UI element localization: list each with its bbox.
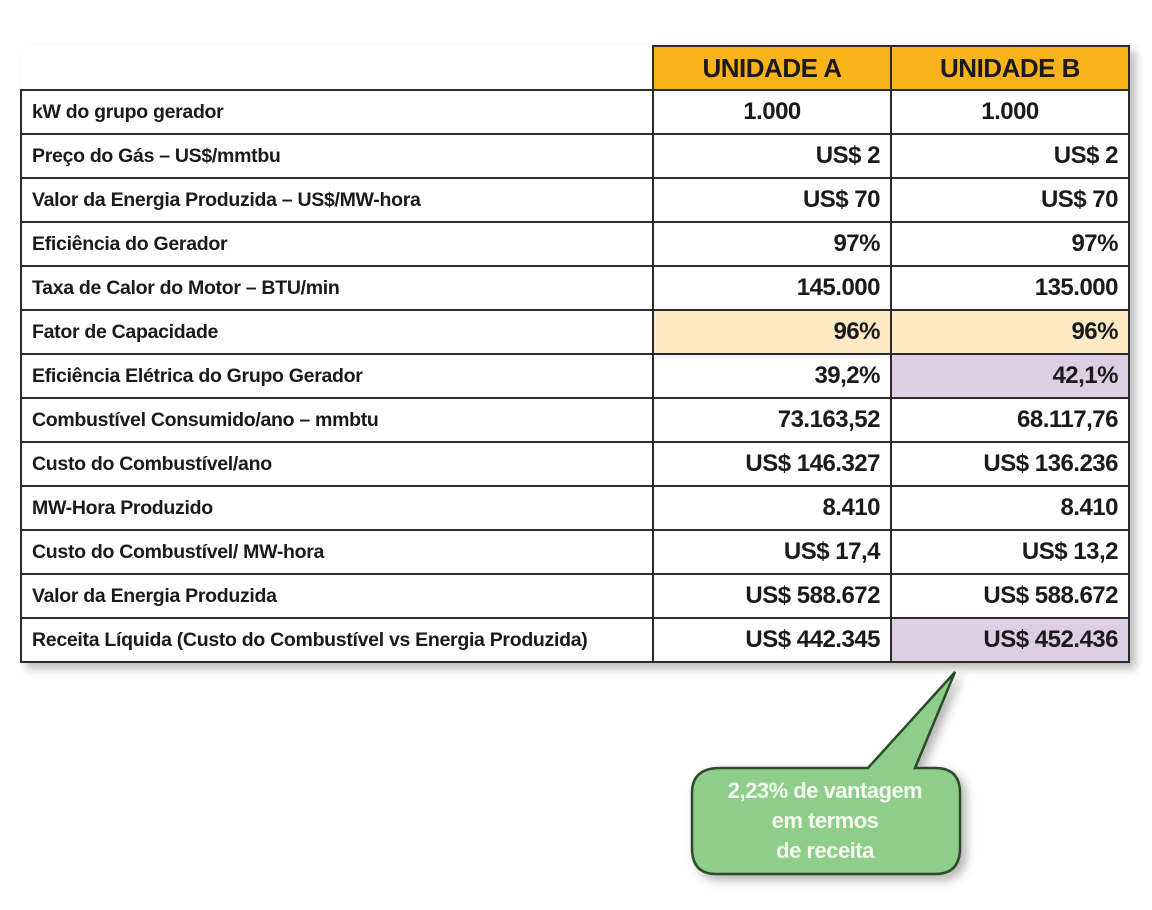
- row-label: Eficiência Elétrica do Grupo Gerador: [20, 353, 654, 399]
- header-blank: [21, 46, 653, 91]
- table-row: Custo do Combustível/ MW-hora US$ 17,4 US$…: [20, 529, 1130, 575]
- value-unidade-b: US$ 2: [890, 133, 1130, 179]
- value-unidade-b: 97%: [890, 221, 1130, 267]
- header-unidade-b: UNIDADE B: [890, 45, 1130, 91]
- comparison-table: UNIDADE A UNIDADE B kW do grupo gerador 1…: [20, 45, 1130, 663]
- row-label: Preço do Gás – US$/mmtbu: [20, 133, 654, 179]
- value-unidade-a: US$ 588.672: [652, 573, 892, 619]
- header-unidade-a: UNIDADE A: [652, 45, 892, 91]
- value-unidade-a: US$ 17,4: [652, 529, 892, 575]
- value-unidade-a: 8.410: [652, 485, 892, 531]
- table-row: Valor da Energia Produzida – US$/MW-hora…: [20, 177, 1130, 223]
- table-row: Receita Líquida (Custo do Combustível vs…: [20, 617, 1130, 663]
- value-unidade-a: US$ 2: [652, 133, 892, 179]
- callout-text: 2,23% de vantagem em termos de receita: [692, 776, 958, 866]
- row-label: Fator de Capacidade: [20, 309, 654, 355]
- table-header-row: UNIDADE A UNIDADE B: [21, 45, 1130, 91]
- value-unidade-b: 96%: [890, 309, 1130, 355]
- callout-line: 2,23% de vantagem: [727, 778, 923, 803]
- table-row: Fator de Capacidade 96% 96%: [20, 309, 1130, 355]
- value-unidade-b: 135.000: [890, 265, 1130, 311]
- table-row: Eficiência do Gerador 97% 97%: [20, 221, 1130, 267]
- value-unidade-a: US$ 70: [652, 177, 892, 223]
- table-row: kW do grupo gerador 1.000 1.000: [20, 89, 1130, 135]
- value-unidade-b: US$ 70: [890, 177, 1130, 223]
- row-label: Combustível Consumido/ano – mmbtu: [20, 397, 654, 443]
- value-unidade-b: US$ 136.236: [890, 441, 1130, 487]
- value-unidade-a: US$ 146.327: [652, 441, 892, 487]
- value-unidade-a: 145.000: [652, 265, 892, 311]
- value-unidade-a: 96%: [652, 309, 892, 355]
- row-label: Taxa de Calor do Motor – BTU/min: [20, 265, 654, 311]
- table-row: Eficiência Elétrica do Grupo Gerador 39,2…: [20, 353, 1130, 399]
- row-label: kW do grupo gerador: [20, 89, 654, 135]
- row-label: Custo do Combustível/ MW-hora: [20, 529, 654, 575]
- value-unidade-b: US$ 13,2: [890, 529, 1130, 575]
- row-label: Eficiência do Gerador: [20, 221, 654, 267]
- value-unidade-b: 1.000: [890, 89, 1130, 135]
- row-label: Valor da Energia Produzida: [20, 573, 654, 619]
- row-label: Receita Líquida (Custo do Combustível vs…: [20, 617, 654, 663]
- value-unidade-b: 68.117,76: [890, 397, 1130, 443]
- row-label: MW-Hora Produzido: [20, 485, 654, 531]
- comparison-table-container: UNIDADE A UNIDADE B kW do grupo gerador 1…: [20, 45, 1130, 663]
- value-unidade-a: 97%: [652, 221, 892, 267]
- table-row: Valor da Energia Produzida US$ 588.672 US$…: [20, 573, 1130, 619]
- table-row: Combustível Consumido/ano – mmbtu 73.163,…: [20, 397, 1130, 443]
- table-row: Preço do Gás – US$/mmtbu US$ 2 US$ 2: [20, 133, 1130, 179]
- value-unidade-a: 39,2%: [652, 353, 892, 399]
- value-unidade-a: 73.163,52: [652, 397, 892, 443]
- callout-line: de receita: [776, 838, 874, 863]
- value-unidade-b: 8.410: [890, 485, 1130, 531]
- value-unidade-b: 42,1%: [890, 353, 1130, 399]
- table-row: Custo do Combustível/ano US$ 146.327 US$ 1…: [20, 441, 1130, 487]
- row-label: Valor da Energia Produzida – US$/MW-hora: [20, 177, 654, 223]
- value-unidade-a: US$ 442.345: [652, 617, 892, 663]
- value-unidade-a: 1.000: [652, 89, 892, 135]
- table-row: MW-Hora Produzido 8.410 8.410: [20, 485, 1130, 531]
- value-unidade-b: US$ 588.672: [890, 573, 1130, 619]
- value-unidade-b: US$ 452.436: [890, 617, 1130, 663]
- row-label: Custo do Combustível/ano: [20, 441, 654, 487]
- table-row: Taxa de Calor do Motor – BTU/min 145.000 1…: [20, 265, 1130, 311]
- callout-line: em termos: [771, 808, 879, 833]
